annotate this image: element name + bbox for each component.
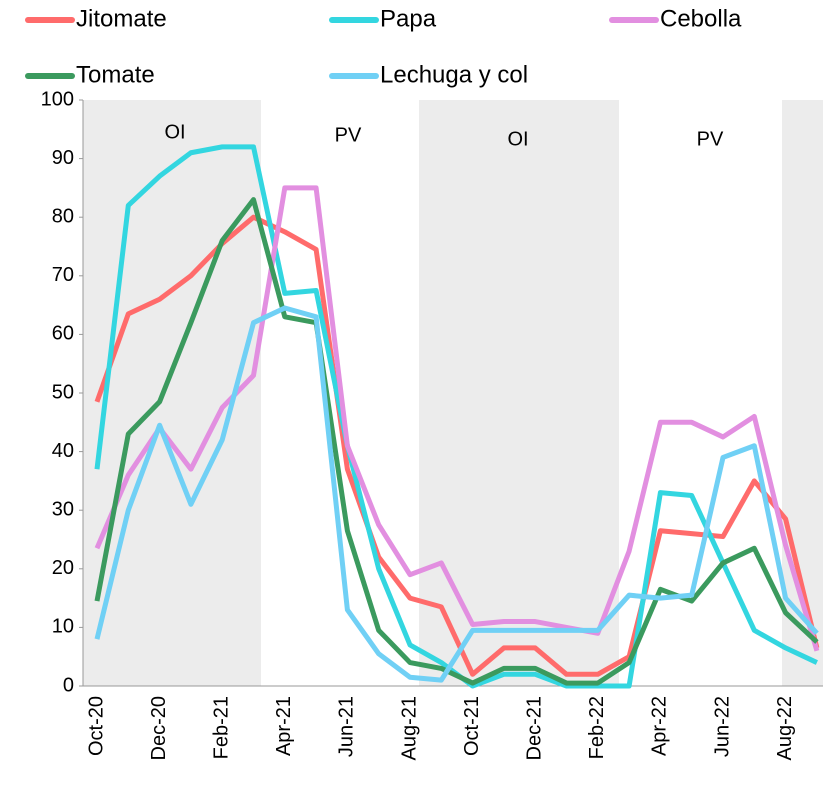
x-tick-label: Jun-22 — [711, 696, 733, 757]
x-tick-label: Aug-21 — [398, 696, 420, 761]
legend-label: Tomate — [76, 61, 155, 88]
x-tick-label: Feb-22 — [586, 696, 608, 759]
y-tick-label: 40 — [52, 440, 74, 462]
y-tick-label: 60 — [52, 323, 74, 345]
season-label: PV — [335, 124, 362, 146]
y-tick-label: 100 — [41, 88, 74, 110]
x-tick-label: Aug-22 — [774, 696, 796, 761]
series-line — [94, 197, 819, 686]
legend-label: Jitomate — [76, 5, 167, 32]
legend-label: Papa — [380, 5, 437, 32]
x-tick-label: Apr-22 — [649, 696, 671, 756]
season-label: OI — [164, 121, 185, 143]
x-tick-label: Oct-21 — [461, 696, 483, 756]
y-tick-label: 50 — [52, 381, 74, 403]
x-tick-label: Dec-21 — [523, 696, 545, 760]
season-band — [419, 100, 619, 686]
y-tick-label: 30 — [52, 498, 74, 520]
legend-label: Lechuga y col — [380, 61, 528, 88]
x-tick-label: Dec-20 — [148, 696, 170, 760]
season-label: OI — [507, 128, 528, 150]
legend-label: Cebolla — [660, 5, 742, 32]
y-tick-label: 20 — [52, 557, 74, 579]
x-tick-label: Jun-21 — [336, 696, 358, 757]
series-line — [94, 185, 820, 652]
y-tick-label: 90 — [52, 147, 74, 169]
x-tick-label: Apr-21 — [273, 696, 295, 756]
x-tick-label: Feb-21 — [210, 696, 232, 759]
y-tick-label: 70 — [52, 264, 74, 286]
y-tick-label: 10 — [52, 616, 74, 638]
series-line — [94, 305, 819, 683]
y-tick-label: 80 — [52, 205, 74, 227]
y-tick-label: 0 — [63, 674, 74, 696]
season-label: PV — [697, 128, 724, 150]
season-band — [83, 100, 261, 686]
x-tick-label: Oct-20 — [85, 696, 107, 756]
